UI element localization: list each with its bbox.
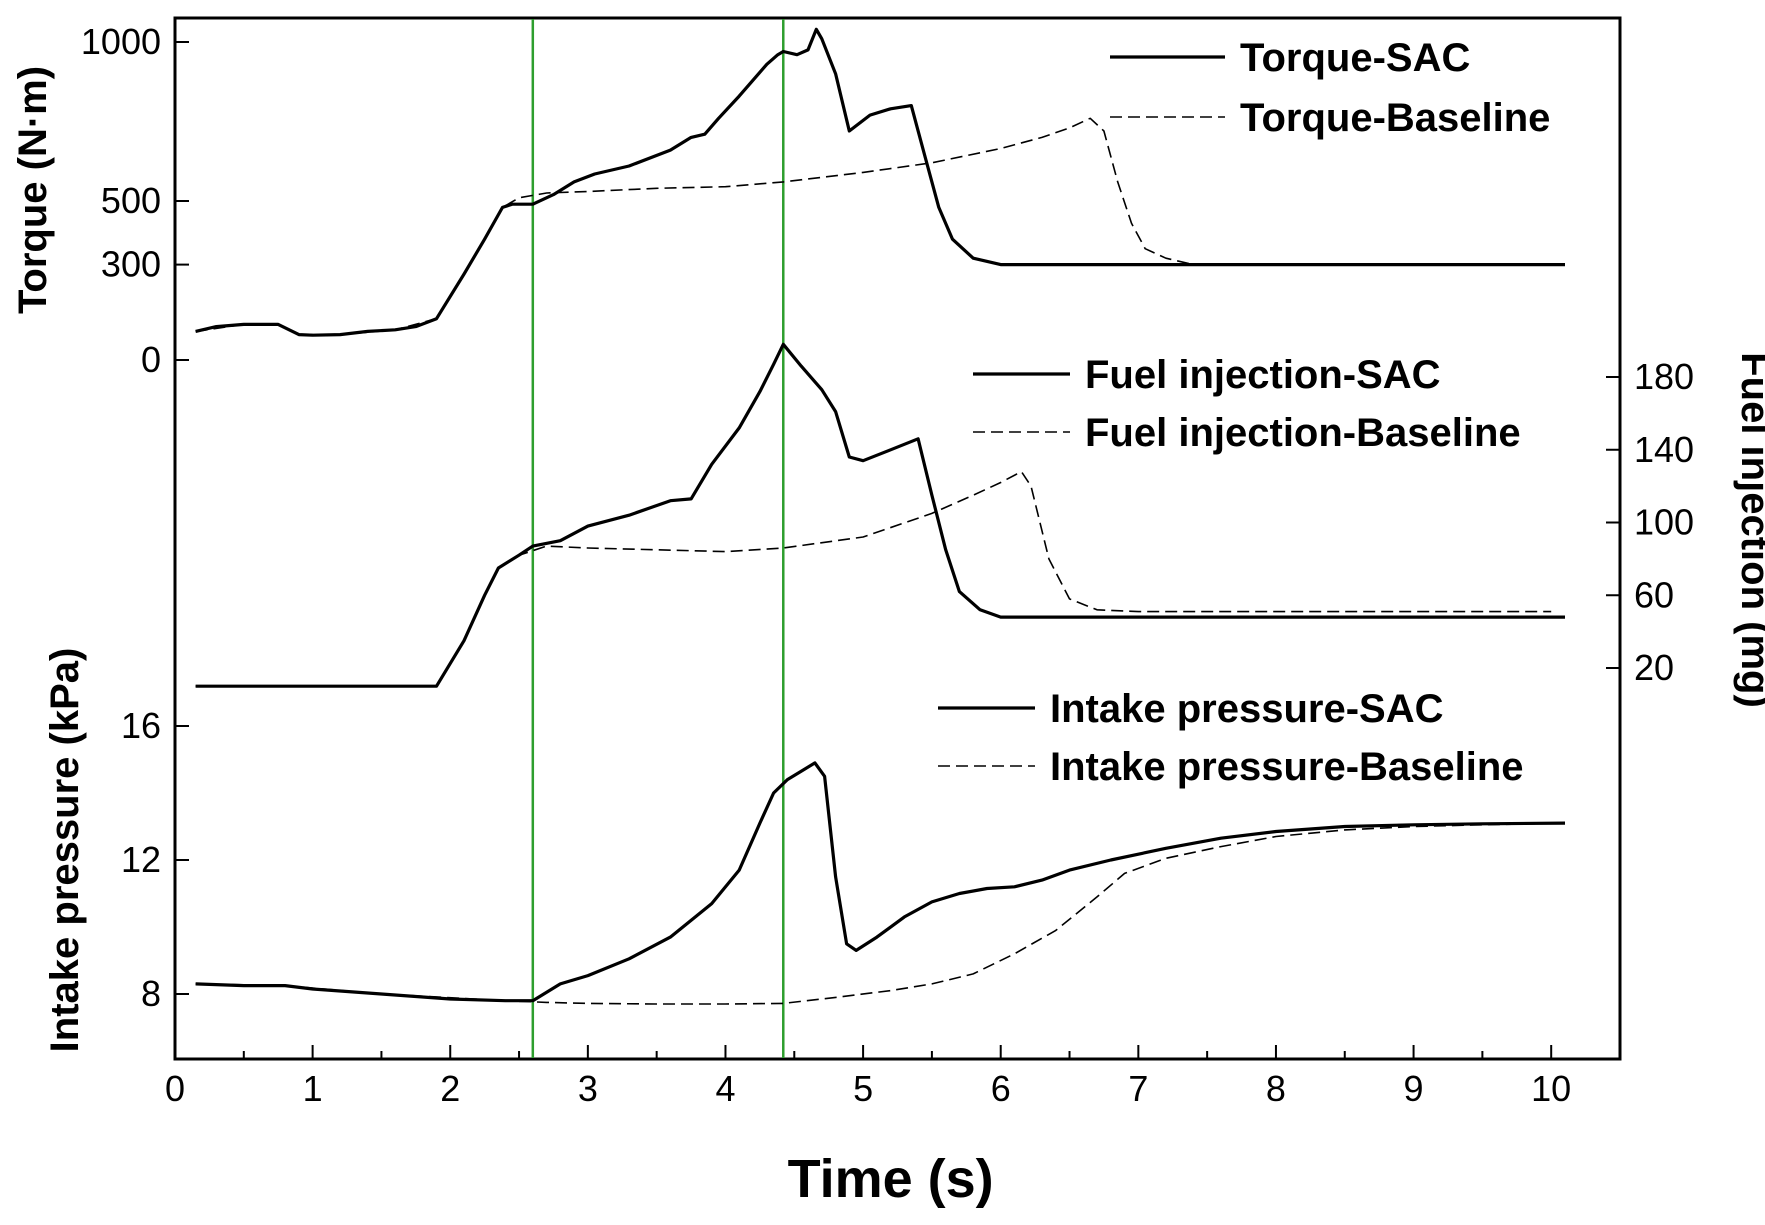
x-axis-title: Time (s) — [788, 1149, 994, 1209]
plot-frame — [173, 16, 1622, 1061]
fuel-injection-series-baseline — [195, 470, 1552, 687]
torque-legend-label: Torque-Baseline — [1240, 96, 1550, 140]
x-tick-label: 10 — [1531, 1068, 1571, 1109]
x-tick-label: 7 — [1128, 1068, 1148, 1109]
intake-pressure-series-sac — [195, 761, 1566, 1003]
x-tick-label: 6 — [991, 1068, 1011, 1109]
x-tick-label: 9 — [1404, 1068, 1424, 1109]
fuel-injection-legend-label: Fuel injection-SAC — [1085, 353, 1441, 397]
intake-pressure-y-tick-label: 12 — [121, 839, 161, 880]
torque-y-tick-label: 0 — [141, 339, 161, 380]
x-tick-label: 3 — [578, 1068, 598, 1109]
x-tick-label: 1 — [303, 1068, 323, 1109]
intake-pressure-y-tick-label: 8 — [141, 973, 161, 1014]
x-tick-label: 0 — [165, 1068, 185, 1109]
intake-pressure-y-tick-label: 16 — [121, 705, 161, 746]
torque-legend-label: Torque-SAC — [1240, 36, 1470, 80]
fuel-injection-y-tick-label: 20 — [1634, 647, 1674, 688]
torque-axis-title: Torque (N·m) — [11, 66, 55, 314]
intake-pressure-legend-label: Intake pressure-Baseline — [1050, 745, 1524, 789]
fuel-injection-y-tick-label: 100 — [1634, 502, 1694, 543]
fuel-injection-axis-title: Fuel injection (mg) — [1733, 352, 1765, 708]
fuel-injection-y-tick-label: 180 — [1634, 356, 1694, 397]
x-tick-label: 8 — [1266, 1068, 1286, 1109]
torque-series-sac — [195, 27, 1565, 337]
torque-series-baseline — [195, 117, 1565, 336]
torque-y-tick-label: 500 — [101, 180, 161, 221]
x-tick-label: 5 — [853, 1068, 873, 1109]
fuel-injection-legend-label: Fuel injection-Baseline — [1085, 411, 1521, 455]
torque-y-tick-label: 1000 — [81, 21, 161, 62]
x-tick-label: 2 — [440, 1068, 460, 1109]
x-tick-label: 4 — [715, 1068, 735, 1109]
fuel-injection-y-tick-label: 60 — [1634, 574, 1674, 615]
intake-pressure-axis-title: Intake pressure (kPa) — [43, 648, 87, 1053]
intake-pressure-series-baseline — [195, 822, 1566, 1005]
fuel-injection-y-tick-label: 140 — [1634, 429, 1694, 470]
torque-y-tick-label: 300 — [101, 244, 161, 285]
intake-pressure-legend-label: Intake pressure-SAC — [1050, 687, 1443, 731]
